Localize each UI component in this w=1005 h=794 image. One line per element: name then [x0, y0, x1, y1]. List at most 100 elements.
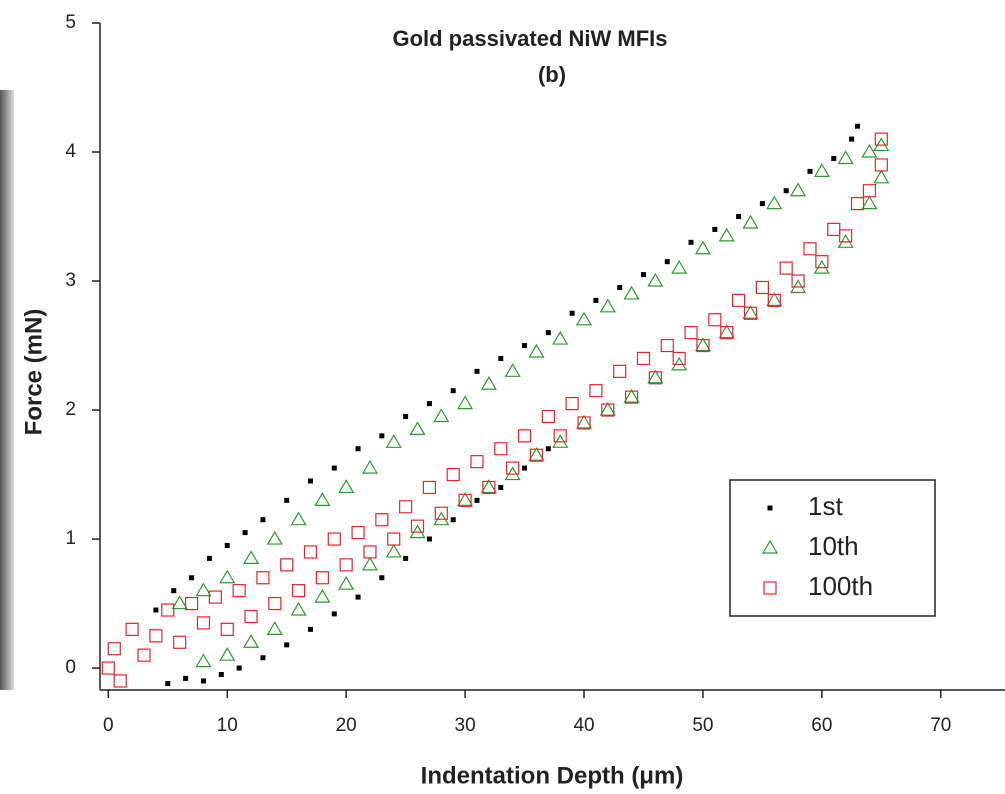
- data-point: [385, 543, 402, 558]
- data-point: [137, 648, 151, 662]
- data-point: [195, 653, 212, 668]
- data-point: [624, 390, 639, 404]
- data-point: [161, 603, 175, 617]
- data-point: [850, 197, 865, 211]
- data-point: [601, 403, 615, 417]
- data-point: [266, 621, 283, 635]
- legend-marker: [763, 581, 777, 595]
- data-point: [742, 214, 759, 229]
- data-point: [660, 338, 674, 353]
- data-point: [861, 143, 878, 158]
- data-point: [498, 484, 504, 490]
- data-point: [184, 596, 199, 611]
- data-point: [736, 214, 742, 220]
- data-point: [577, 416, 591, 430]
- y-tick-label: 0: [65, 657, 76, 678]
- data-point: [355, 446, 361, 452]
- legend-label: 100th: [808, 571, 873, 601]
- data-point: [474, 368, 480, 374]
- data-point: [766, 195, 783, 210]
- data-point: [545, 446, 551, 452]
- x-tick-label: 70: [930, 715, 951, 736]
- data-point: [307, 478, 313, 484]
- data-point: [189, 575, 195, 581]
- y-tick-label: 2: [65, 399, 76, 420]
- data-point: [482, 480, 496, 495]
- data-point: [303, 545, 318, 559]
- data-point: [599, 298, 616, 313]
- data-point: [742, 305, 759, 319]
- data-point: [813, 163, 830, 177]
- data-point: [315, 571, 329, 585]
- x-tick-label: 30: [455, 715, 476, 736]
- data-point: [783, 188, 789, 194]
- y-tick-label: 5: [65, 12, 76, 33]
- data-point: [149, 629, 163, 643]
- data-point: [232, 584, 246, 598]
- chart-subtitle: (b): [538, 62, 566, 87]
- data-point: [224, 543, 230, 549]
- data-point: [708, 313, 722, 327]
- data-point: [647, 369, 664, 384]
- data-point: [284, 642, 290, 648]
- data-point: [648, 371, 662, 385]
- data-point: [125, 622, 139, 636]
- data-point: [759, 201, 765, 207]
- data-point: [218, 672, 224, 678]
- legend-marker: [761, 539, 779, 554]
- data-point: [599, 401, 616, 416]
- data-point: [422, 480, 437, 495]
- data-point: [827, 222, 841, 237]
- data-point: [498, 355, 504, 361]
- data-point: [529, 448, 544, 462]
- data-point: [220, 622, 234, 636]
- data-point: [720, 326, 734, 340]
- data-point: [314, 588, 331, 603]
- data-point: [861, 195, 878, 210]
- data-point: [803, 242, 817, 256]
- data-point: [399, 500, 413, 514]
- data-point: [837, 150, 854, 165]
- data-point: [195, 582, 212, 597]
- x-tick-label: 60: [811, 715, 832, 736]
- data-point: [173, 635, 187, 649]
- data-point: [671, 259, 688, 274]
- data-point: [256, 571, 270, 585]
- data-point: [779, 261, 793, 275]
- data-point: [839, 229, 853, 243]
- data-point: [409, 421, 426, 435]
- data-point: [200, 678, 206, 684]
- data-point: [284, 497, 290, 503]
- data-point: [565, 396, 579, 411]
- data-point: [480, 376, 497, 390]
- background-photo-edge: [0, 90, 14, 690]
- data-point: [363, 545, 377, 559]
- data-point: [290, 601, 307, 616]
- data-point: [361, 556, 378, 571]
- data-point: [684, 326, 698, 340]
- chart-title: Gold passivated NiW MFIs: [392, 26, 667, 51]
- legend-marker: [767, 505, 773, 511]
- x-tick-label: 20: [336, 715, 357, 736]
- y-tick-label: 4: [65, 141, 76, 162]
- data-point: [171, 595, 188, 610]
- data-point: [338, 576, 355, 590]
- data-point: [874, 132, 888, 146]
- data-point: [831, 155, 837, 161]
- data-point: [755, 280, 769, 295]
- data-point: [613, 364, 627, 378]
- data-point: [617, 284, 623, 290]
- data-point: [196, 616, 211, 630]
- data-point: [694, 337, 711, 352]
- data-point: [569, 310, 575, 316]
- data-point: [379, 575, 385, 581]
- data-point: [575, 311, 593, 326]
- data-point: [589, 384, 603, 398]
- data-point: [743, 306, 758, 320]
- data-point: [766, 292, 783, 306]
- data-point: [640, 272, 646, 278]
- data-point: [522, 343, 528, 349]
- data-point: [242, 634, 260, 648]
- data-point: [552, 330, 569, 345]
- data-point: [426, 536, 432, 542]
